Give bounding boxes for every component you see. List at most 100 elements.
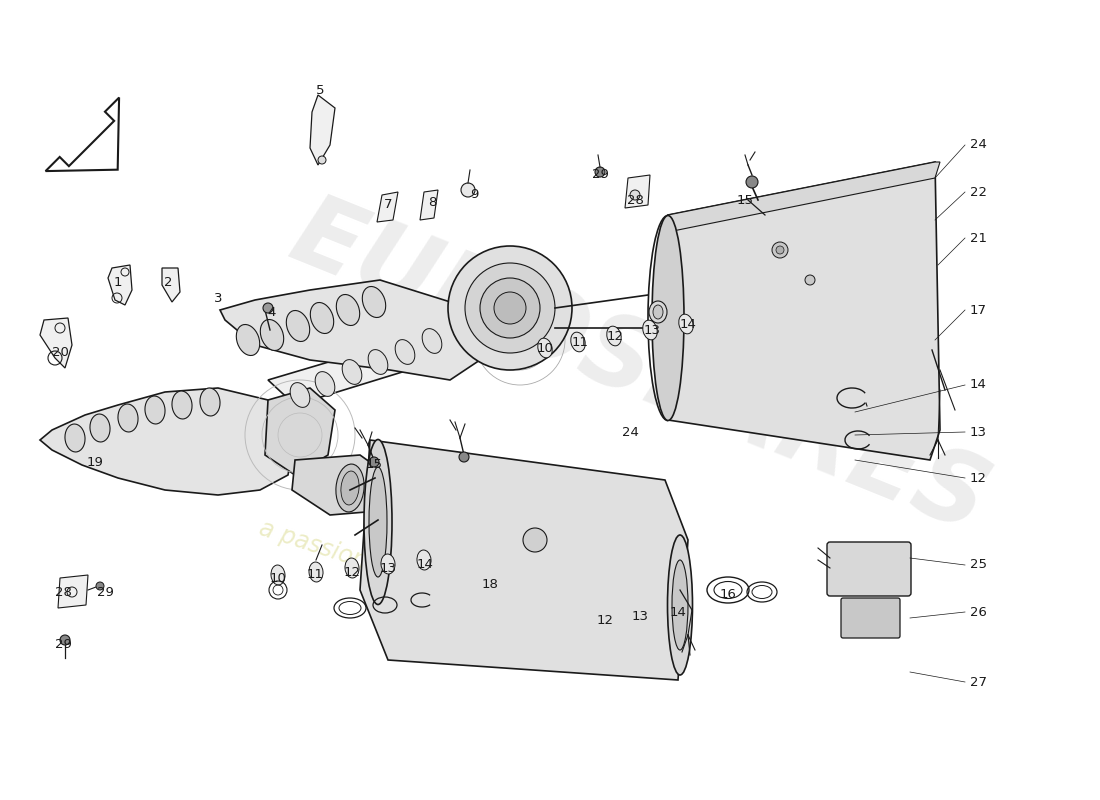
Ellipse shape <box>395 340 415 364</box>
Text: 28: 28 <box>55 586 72 598</box>
Text: 3: 3 <box>213 291 222 305</box>
Text: 24: 24 <box>970 138 987 151</box>
Ellipse shape <box>571 332 585 352</box>
Polygon shape <box>292 455 395 515</box>
Text: 20: 20 <box>52 346 68 358</box>
Text: 11: 11 <box>572 335 588 349</box>
Ellipse shape <box>172 391 192 419</box>
Text: 7: 7 <box>384 198 393 211</box>
Ellipse shape <box>653 305 663 319</box>
Circle shape <box>461 183 475 197</box>
Text: 16: 16 <box>719 589 736 602</box>
Text: 14: 14 <box>970 378 987 391</box>
Polygon shape <box>310 95 336 165</box>
Ellipse shape <box>200 388 220 416</box>
Polygon shape <box>625 175 650 208</box>
Ellipse shape <box>341 471 359 505</box>
Ellipse shape <box>422 329 442 354</box>
FancyBboxPatch shape <box>827 542 911 596</box>
Ellipse shape <box>286 310 310 342</box>
Ellipse shape <box>649 301 667 323</box>
Text: 14: 14 <box>417 558 433 570</box>
Circle shape <box>776 246 784 254</box>
Circle shape <box>263 303 273 313</box>
Text: 13: 13 <box>970 426 987 438</box>
Text: 5: 5 <box>316 83 324 97</box>
Ellipse shape <box>236 325 260 355</box>
Text: 15: 15 <box>365 458 383 471</box>
Ellipse shape <box>345 558 359 578</box>
Text: 29: 29 <box>592 169 608 182</box>
Circle shape <box>459 452 469 462</box>
Text: 9: 9 <box>470 189 478 202</box>
Text: 13: 13 <box>631 610 649 623</box>
Circle shape <box>318 156 326 164</box>
Ellipse shape <box>417 550 431 570</box>
Circle shape <box>746 176 758 188</box>
Text: 29: 29 <box>97 586 113 598</box>
Text: 12: 12 <box>970 471 987 485</box>
Ellipse shape <box>271 565 285 585</box>
Polygon shape <box>45 98 119 171</box>
Text: 28: 28 <box>627 194 644 206</box>
Polygon shape <box>40 388 295 495</box>
Circle shape <box>465 263 556 353</box>
Ellipse shape <box>672 560 688 650</box>
Text: 12: 12 <box>343 566 361 578</box>
Text: 1: 1 <box>113 275 122 289</box>
Circle shape <box>60 635 70 645</box>
Circle shape <box>772 242 788 258</box>
Ellipse shape <box>368 350 388 374</box>
Ellipse shape <box>145 396 165 424</box>
Ellipse shape <box>679 314 693 334</box>
Circle shape <box>480 278 540 338</box>
Text: EUROSPARES: EUROSPARES <box>277 186 1002 554</box>
Ellipse shape <box>668 535 693 675</box>
Ellipse shape <box>538 338 552 358</box>
Circle shape <box>595 167 605 177</box>
Text: 27: 27 <box>970 675 987 689</box>
Circle shape <box>522 528 547 552</box>
Circle shape <box>494 292 526 324</box>
Text: 10: 10 <box>537 342 553 354</box>
Text: 14: 14 <box>680 318 696 330</box>
Polygon shape <box>265 388 336 475</box>
Ellipse shape <box>381 554 395 574</box>
Ellipse shape <box>642 320 657 340</box>
Ellipse shape <box>362 286 386 318</box>
Text: 25: 25 <box>970 558 987 571</box>
Text: 29: 29 <box>55 638 72 651</box>
Ellipse shape <box>316 372 334 396</box>
Text: 24: 24 <box>621 426 638 438</box>
Text: 18: 18 <box>482 578 498 591</box>
Polygon shape <box>220 280 490 380</box>
Ellipse shape <box>310 302 333 334</box>
Text: 2: 2 <box>164 275 173 289</box>
Text: 13: 13 <box>379 562 396 574</box>
Circle shape <box>96 582 104 590</box>
Text: 12: 12 <box>596 614 614 626</box>
Polygon shape <box>420 190 438 220</box>
Text: 11: 11 <box>307 569 323 582</box>
Ellipse shape <box>336 464 364 512</box>
Text: 10: 10 <box>270 571 286 585</box>
Polygon shape <box>108 265 132 305</box>
Text: 4: 4 <box>267 306 276 318</box>
Text: 15: 15 <box>737 194 754 206</box>
Polygon shape <box>40 318 72 368</box>
Text: 8: 8 <box>428 195 437 209</box>
Ellipse shape <box>607 326 621 346</box>
Polygon shape <box>668 162 940 460</box>
Text: 17: 17 <box>970 303 987 317</box>
Text: 12: 12 <box>606 330 624 342</box>
Circle shape <box>368 457 379 467</box>
Text: a passion for parts link 1985: a passion for parts link 1985 <box>256 517 584 643</box>
Ellipse shape <box>90 414 110 442</box>
FancyBboxPatch shape <box>842 598 900 638</box>
Polygon shape <box>360 440 688 680</box>
Circle shape <box>448 246 572 370</box>
Ellipse shape <box>118 404 138 432</box>
Polygon shape <box>668 162 940 232</box>
Ellipse shape <box>337 294 360 326</box>
Text: 22: 22 <box>970 186 987 198</box>
